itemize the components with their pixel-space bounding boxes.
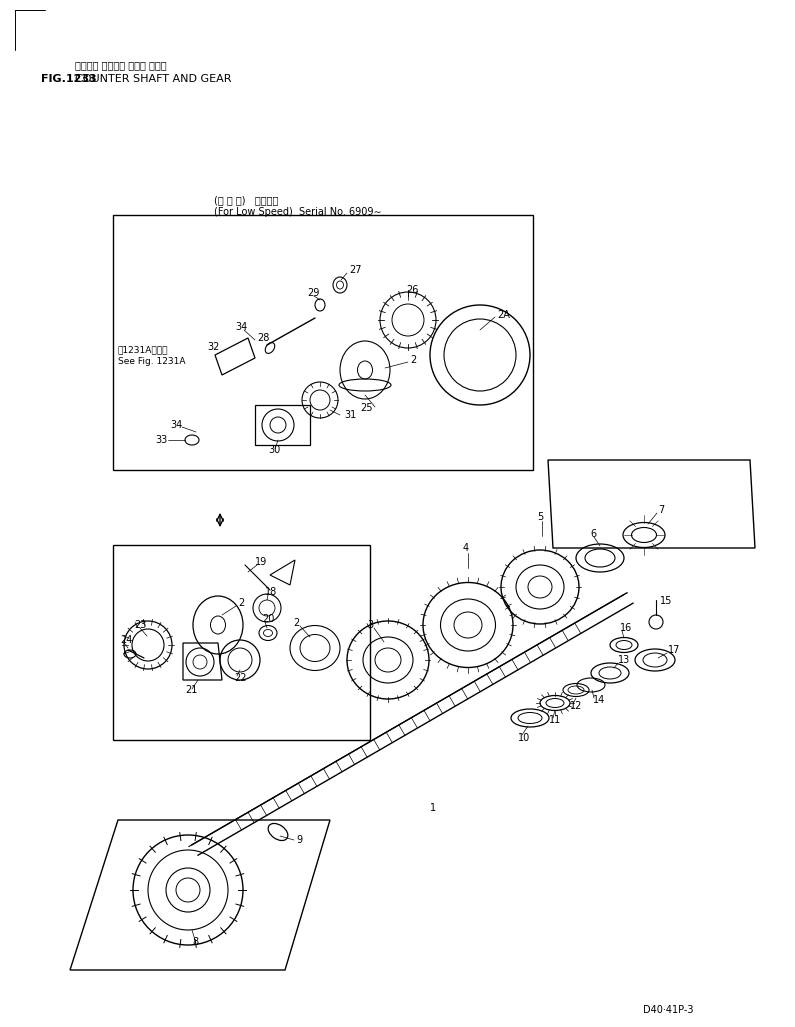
Text: 11: 11 (549, 715, 561, 725)
Text: 17: 17 (668, 645, 681, 655)
Polygon shape (215, 338, 255, 375)
Text: 8: 8 (192, 937, 198, 947)
Text: 30: 30 (268, 445, 281, 455)
Text: 28: 28 (257, 333, 270, 343)
Polygon shape (548, 460, 755, 548)
Text: (低 速 用)   適用号機: (低 速 用) 適用号機 (214, 195, 278, 205)
Text: 2: 2 (238, 598, 244, 608)
Text: 22: 22 (234, 673, 246, 683)
Bar (113, 545, 370, 740)
Text: 25: 25 (360, 403, 373, 413)
Text: 13: 13 (618, 655, 630, 665)
Polygon shape (70, 820, 330, 969)
Text: 4: 4 (463, 543, 469, 553)
Text: (For Low Speed)  Serial No. 6909∼: (For Low Speed) Serial No. 6909∼ (214, 207, 382, 217)
Text: 31: 31 (344, 410, 356, 420)
Text: 20: 20 (262, 614, 274, 624)
Text: 5: 5 (537, 512, 543, 522)
Text: カウンタ シャフト および ギヤー: カウンタ シャフト および ギヤー (75, 60, 167, 70)
Text: 26: 26 (406, 286, 418, 295)
Text: 12: 12 (570, 701, 583, 711)
Text: 34: 34 (235, 322, 247, 332)
Text: 2: 2 (293, 618, 299, 627)
Text: 33: 33 (155, 435, 167, 445)
Text: 9: 9 (296, 835, 302, 845)
Text: 24: 24 (120, 635, 133, 645)
Text: See Fig. 1231A: See Fig. 1231A (118, 357, 185, 367)
Text: 3: 3 (367, 620, 373, 630)
Text: COUNTER SHAFT AND GEAR: COUNTER SHAFT AND GEAR (75, 74, 231, 84)
Text: 19: 19 (255, 557, 267, 567)
Text: 1: 1 (430, 803, 436, 813)
Bar (113, 215, 533, 470)
Text: 15: 15 (660, 596, 673, 606)
Text: 29: 29 (307, 288, 320, 298)
Text: 34: 34 (170, 420, 182, 430)
Polygon shape (270, 560, 295, 585)
Text: D40·41P-3: D40·41P-3 (643, 1005, 693, 1015)
Text: 16: 16 (620, 623, 632, 633)
Text: 2: 2 (410, 355, 417, 365)
Text: 第1231A図参照: 第1231A図参照 (118, 345, 169, 354)
Text: 2A: 2A (497, 310, 510, 320)
Text: 7: 7 (658, 505, 665, 515)
Text: FIG.1233: FIG.1233 (41, 74, 97, 84)
Text: 27: 27 (349, 265, 362, 275)
Text: 6: 6 (590, 529, 596, 539)
Text: 32: 32 (207, 342, 219, 352)
Text: 23: 23 (134, 620, 146, 630)
Text: 14: 14 (593, 695, 605, 705)
Text: 10: 10 (518, 733, 530, 743)
Text: 18: 18 (265, 587, 277, 597)
Text: 21: 21 (185, 685, 197, 695)
